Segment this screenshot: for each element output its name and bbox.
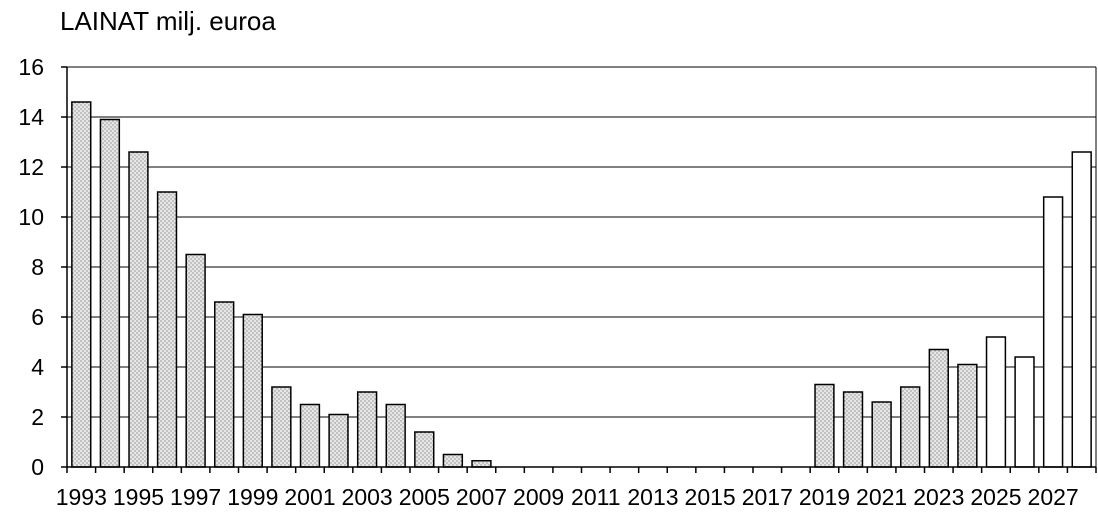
y-tick-labels: 0 2 4 6 8 10 12 14 16: [18, 54, 44, 480]
bar: [271, 386, 292, 468]
x-tick-label: 2017: [742, 484, 793, 510]
bar: [842, 391, 864, 468]
x-tick-label: 2009: [513, 484, 564, 510]
bars: [71, 101, 1092, 468]
bar: [1014, 356, 1035, 468]
y-tick-label: 12: [18, 154, 44, 180]
x-tick-label: 1999: [227, 484, 278, 510]
bar: [900, 386, 921, 468]
x-tick-label: 2003: [342, 484, 393, 510]
x-tick-label: 2019: [799, 484, 850, 510]
grid-lines: [67, 66, 1096, 418]
y-tick-label: 6: [31, 304, 44, 330]
y-tick-label: 14: [18, 104, 44, 130]
x-tick-label: 1995: [113, 484, 164, 510]
bar: [242, 313, 263, 468]
bar: [185, 253, 206, 468]
bar: [156, 191, 178, 468]
x-tick-label: 2027: [1028, 484, 1079, 510]
bar: [1071, 151, 1092, 468]
y-tick-label: 4: [31, 354, 44, 380]
bar: [471, 460, 492, 468]
x-tick-label: 2011: [571, 484, 620, 510]
bar: [214, 301, 235, 468]
chart-title: LAINAT milj. euroa: [60, 6, 276, 36]
x-tick-label: 2025: [970, 484, 1021, 510]
bar: [928, 348, 949, 468]
y-tick-label: 2: [31, 404, 44, 430]
bar: [442, 453, 464, 468]
x-tick-label: 2023: [913, 484, 964, 510]
x-tick-label: 2013: [627, 484, 678, 510]
bar: [99, 118, 121, 468]
bar: [356, 391, 378, 468]
bar: [71, 101, 92, 468]
bar: [385, 403, 406, 468]
y-tick-label: 10: [18, 204, 44, 230]
x-tick-labels: 1993 1995 1997 1999 2001 2003 2005 2007 2009 2011…: [56, 484, 1079, 510]
bar: [414, 431, 435, 468]
bar: [957, 363, 978, 468]
y-tick-label: 0: [31, 454, 44, 480]
bar: [328, 413, 349, 468]
x-tick-label: 2015: [685, 484, 736, 510]
x-tick-label: 2007: [456, 484, 507, 510]
x-tick-label: 2001: [284, 484, 335, 510]
bar: [128, 151, 149, 468]
bar: [299, 403, 321, 468]
bar: [871, 401, 892, 468]
bar: [814, 383, 835, 468]
x-tick-label: 1993: [56, 484, 107, 510]
axes: [61, 66, 1097, 473]
x-tick-label: 1997: [170, 484, 221, 510]
y-tick-label: 8: [31, 254, 44, 280]
bar: [985, 336, 1007, 468]
y-tick-label: 16: [18, 54, 44, 80]
x-tick-label: 2005: [399, 484, 450, 510]
bar: [1042, 196, 1064, 468]
x-tick-label: 2021: [856, 484, 907, 510]
